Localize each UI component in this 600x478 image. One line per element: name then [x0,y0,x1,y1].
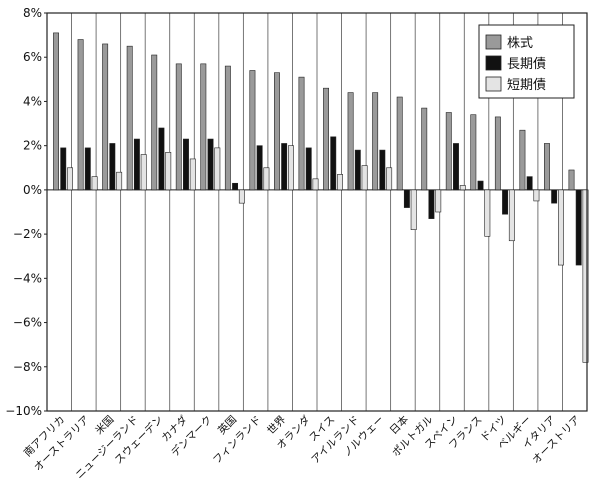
bar-long-bond [428,189,435,219]
y-tick-label: −10% [5,404,42,418]
bar-stock [347,92,354,191]
bar-long-bond [502,189,509,215]
y-tick-label: 4% [23,94,42,108]
bar-stock [249,70,256,191]
bar-stock [494,116,501,191]
bar-short-bond [459,185,466,191]
bar-long-bond [526,176,533,191]
bar-short-bond [337,174,343,191]
y-tick-label: −8% [13,360,42,374]
bar-short-bond [140,154,147,191]
y-tick-label: 2% [23,139,42,153]
bar-long-bond [330,136,337,191]
y-tick-label: −4% [13,271,42,285]
bar-long-bond [109,143,116,191]
bar-short-bond [533,189,540,202]
bar-short-bond [361,165,368,191]
bar-short-bond [484,189,491,237]
bar-short-bond [214,147,221,191]
bar-short-bond [558,189,564,266]
bar-long-bond [305,147,312,191]
bar-long-bond [453,143,459,191]
bar-stock [372,92,379,191]
bar-stock [544,143,550,191]
legend-swatch [485,76,502,92]
bar-short-bond [165,152,172,191]
bar-long-bond [551,189,558,204]
legend-label: 株式 [507,36,533,51]
bar-stock [396,96,403,191]
bar-stock [568,169,575,191]
bar-stock [298,76,305,191]
legend-label: 長期債 [507,57,546,72]
bar-stock [224,65,231,191]
y-axis-ticks: 8% 6% 4% 2% 0% −2% −4% −6% −8% −10% [5,6,47,418]
bar-short-bond [238,189,245,204]
bars [53,32,589,363]
bar-long-bond [477,180,484,191]
bar-long-bond [158,127,165,191]
bar-long-bond [403,189,410,208]
bar-long-bond [133,138,140,191]
legend-swatch [485,55,502,71]
bar-stock [200,63,207,191]
bar-stock [77,39,84,191]
bar-long-bond [60,147,67,191]
bar-long-bond [232,182,239,191]
bar-short-bond [116,171,123,191]
plot-frame [46,12,588,412]
bar-long-bond [256,145,263,191]
bar-stock [175,63,182,191]
bar-short-bond [508,189,515,242]
bar-long-bond [575,189,582,266]
bar-stock [421,107,428,191]
bar-long-bond [207,138,214,191]
bar-long-bond [84,147,91,191]
bar-short-bond [386,167,393,191]
y-tick-label: 6% [23,50,42,64]
bar-short-bond [189,158,196,191]
bar-stock [151,54,158,191]
bar-short-bond [91,176,98,191]
bar-long-bond [379,149,386,191]
y-tick-label: 8% [23,6,42,20]
bar-short-bond [435,189,442,213]
bar-short-bond [263,167,270,191]
bar-long-bond [281,143,288,191]
bar-short-bond [410,189,417,230]
bar-long-bond [183,138,189,191]
bar-stock [519,129,526,191]
bar-stock [126,45,133,191]
y-tick-label: −6% [13,316,42,330]
bar-stock [445,112,452,191]
legend-label: 短期債 [507,78,546,93]
bar-long-bond [354,149,361,191]
bar-stock [323,87,329,191]
bar-short-bond [288,145,294,191]
y-tick-label: 0% [23,183,42,197]
bar-stock [102,43,109,191]
bar-short-bond [67,167,74,191]
y-tick-label: −2% [13,227,42,241]
bar-stock [470,114,477,191]
bar-stock [53,32,60,191]
bar-short-bond [312,178,319,191]
bar-short-bond [582,189,589,363]
legend-swatch [485,34,502,50]
bar-stock [274,72,280,191]
